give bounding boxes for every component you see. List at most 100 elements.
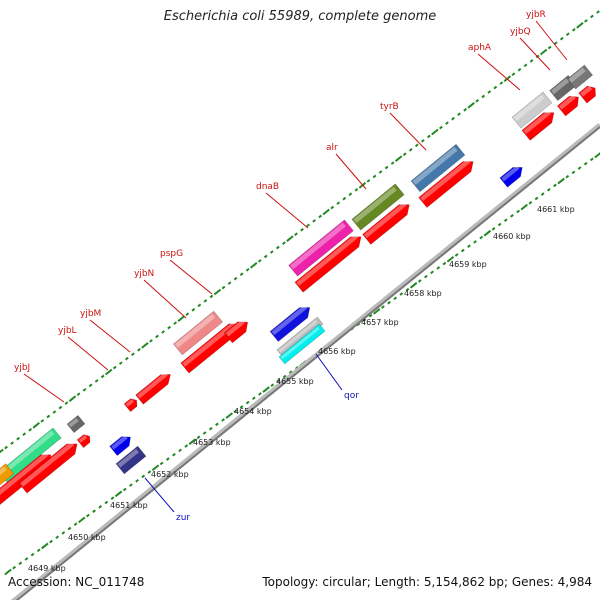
tick-mark (559, 36, 564, 41)
gene-label-pspG: pspG (160, 249, 183, 259)
label-leader (67, 336, 109, 371)
tick-mark (270, 383, 275, 388)
tick-mark (10, 441, 14, 445)
tick-mark (499, 81, 504, 85)
gene-feature-forward (135, 372, 171, 405)
gene-feature-forward (294, 234, 362, 293)
tick-mark (451, 116, 455, 121)
tick-mark (430, 270, 434, 275)
tick-mark (114, 490, 123, 498)
gene-label-yjbL: yjbL (58, 326, 77, 336)
tick-mark (172, 452, 176, 457)
tick-mark (384, 165, 389, 170)
tick-mark (55, 535, 60, 540)
gene-feature-forward (18, 441, 78, 494)
gene-qor (278, 323, 326, 365)
tick-tracks (0, 10, 600, 576)
tick-mark (408, 147, 413, 152)
tick-mark (141, 342, 149, 349)
tick-mark (442, 261, 447, 266)
tick-mark (517, 67, 522, 72)
tick-mark (457, 112, 461, 117)
tick-mark (577, 166, 582, 170)
tick-mark (565, 174, 570, 179)
tick-mark (36, 548, 41, 553)
tick-mark (88, 383, 93, 388)
tick-mark (78, 516, 86, 524)
tick-mark (300, 227, 304, 232)
tick-mark (557, 177, 565, 185)
topology-label: Topology: circular; Length: 5,154,862 bp… (262, 575, 592, 589)
tick-mark (100, 374, 105, 379)
tick-mark (294, 232, 298, 237)
tick-mark (487, 90, 492, 94)
tick-mark (12, 565, 17, 570)
tick-mark (155, 334, 159, 339)
tick-mark (227, 281, 232, 285)
kbp-label: 4651 kbp (110, 501, 148, 510)
tick-mark (445, 121, 449, 125)
tick-mark (510, 214, 514, 218)
tick-mark (511, 72, 516, 77)
tick-mark (547, 45, 552, 50)
kbp-label: 4653 kbp (193, 438, 231, 447)
kbp-label: 4649 kbp (28, 564, 66, 573)
label-leader (23, 373, 65, 403)
tick-mark (233, 409, 238, 414)
tick-mark (348, 192, 353, 197)
tick-mark (390, 161, 395, 165)
tick-mark (4, 568, 12, 576)
tick-mark (446, 255, 455, 263)
tick-mark (233, 276, 238, 281)
tick-mark (16, 436, 20, 441)
tick-mark (28, 427, 33, 432)
tick-mark (221, 418, 225, 422)
tick-mark (245, 267, 250, 272)
label-track: 4649 kbp 4650 kbp 4651 kbp 4652 kbp 4653 kbp… (14, 10, 575, 573)
tick-mark (184, 444, 189, 448)
upper-tick-track (0, 10, 600, 454)
kbp-label: 4660 kbp (493, 232, 531, 241)
tick-mark (188, 438, 197, 445)
tick-mark (479, 235, 484, 240)
tick-mark (565, 32, 570, 37)
tick-mark (387, 300, 391, 305)
kbp-label: 4655 kbp (276, 377, 314, 386)
tick-mark (40, 419, 45, 423)
tick-mark (553, 41, 558, 45)
gene-label-qor: qor (344, 391, 359, 401)
tick-mark (378, 170, 383, 174)
tick-mark (151, 464, 160, 472)
tick-mark (118, 361, 123, 365)
tick-mark (354, 187, 359, 192)
label-leader (143, 279, 187, 319)
tick-mark (191, 307, 196, 312)
tick-mark (239, 405, 244, 409)
tick-mark (454, 253, 459, 257)
feature-track (0, 64, 596, 511)
tick-mark (436, 266, 441, 270)
tick-mark (424, 274, 428, 279)
tick-mark (213, 288, 222, 296)
tick-mark (225, 412, 233, 419)
gene-label-tyrB: tyrB (380, 102, 399, 112)
backbone-line-shade (15, 126, 600, 600)
label-leader (389, 112, 427, 151)
gene-aphA (511, 91, 553, 129)
tick-mark (439, 125, 443, 130)
tick-mark (362, 318, 367, 322)
tick-mark (215, 422, 219, 427)
tick-mark (528, 200, 533, 205)
tick-mark (67, 526, 72, 531)
tick-mark (276, 379, 281, 383)
kbp-label: 4657 kbp (361, 318, 399, 327)
kbp-label: 4654 kbp (234, 407, 272, 416)
tick-mark (141, 474, 146, 479)
tick-mark (596, 10, 600, 14)
tick-mark (366, 179, 371, 183)
tick-mark (112, 365, 117, 370)
gene-feature-forward (556, 94, 579, 117)
tick-mark (110, 496, 115, 500)
tick-mark (0, 448, 4, 454)
tick-mark (92, 509, 96, 513)
